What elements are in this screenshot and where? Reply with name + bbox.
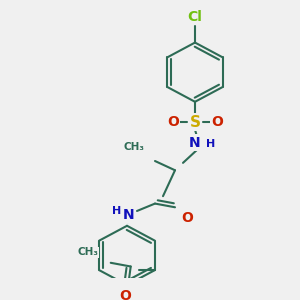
Text: O: O	[181, 212, 193, 225]
Text: H: H	[112, 206, 121, 216]
Text: O: O	[119, 289, 131, 300]
Text: H: H	[206, 140, 215, 149]
Text: S: S	[190, 115, 200, 130]
Text: CH₃: CH₃	[78, 247, 99, 257]
Text: N: N	[123, 208, 135, 222]
Text: CH₃: CH₃	[124, 142, 145, 152]
Text: N: N	[189, 136, 201, 149]
Text: O: O	[167, 115, 179, 129]
Text: O: O	[211, 115, 223, 129]
Text: Cl: Cl	[188, 10, 202, 24]
